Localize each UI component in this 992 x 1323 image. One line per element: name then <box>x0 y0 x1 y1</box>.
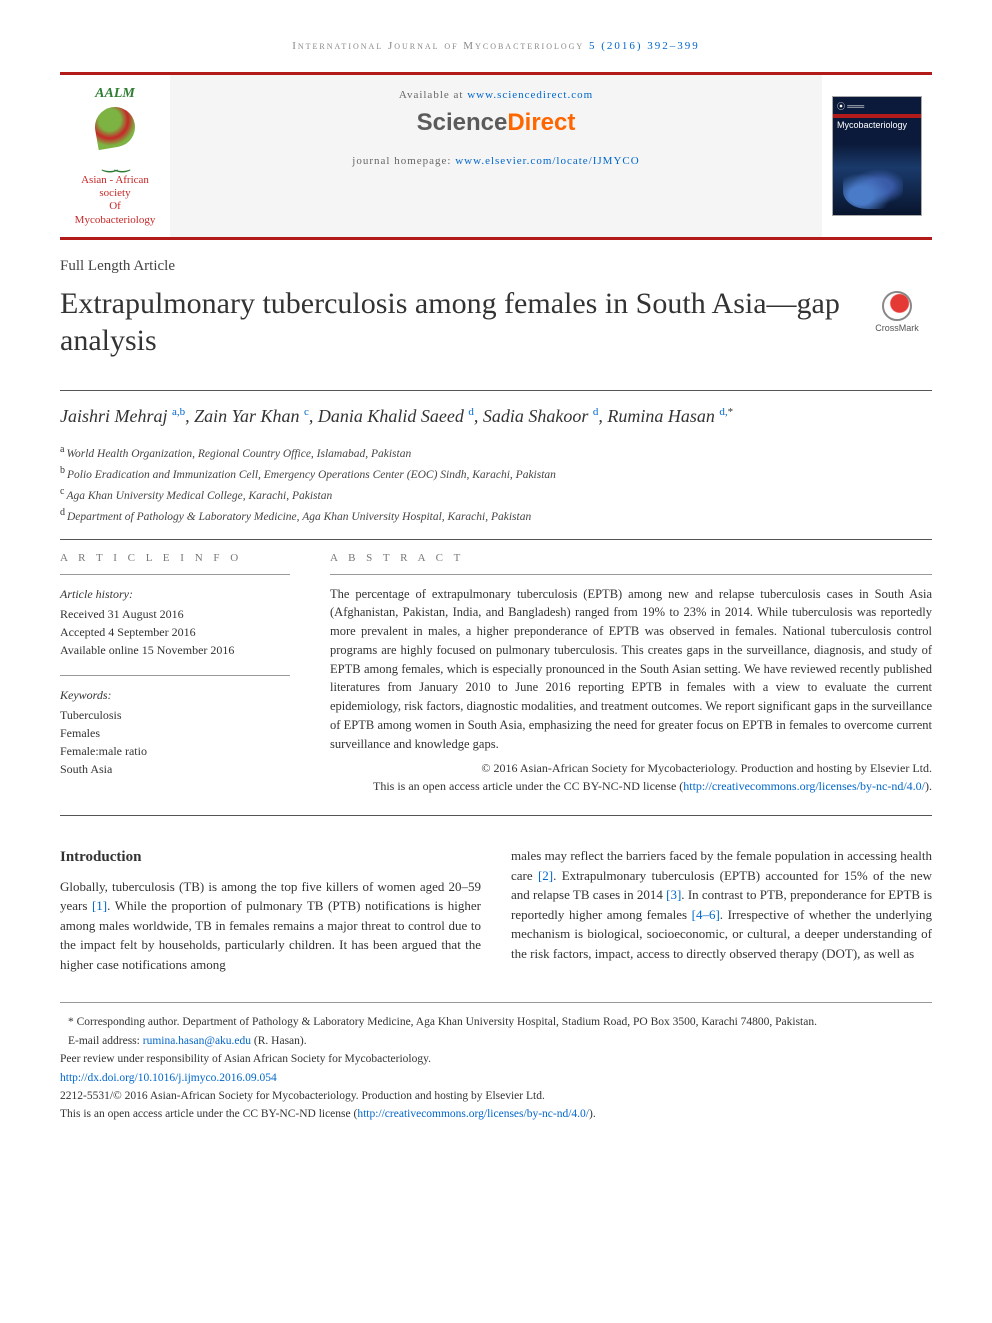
body-col-left: Introduction Globally, tuberculosis (TB)… <box>60 846 481 974</box>
society-name-1: Asian - African society <box>68 174 162 200</box>
available-at: Available at www.sciencedirect.com <box>180 89 812 101</box>
accepted-date: Accepted 4 September 2016 <box>60 623 290 641</box>
license-suffix: ). <box>925 779 932 793</box>
footer-license-link[interactable]: http://creativecommons.org/licenses/by-n… <box>357 1108 589 1120</box>
journal-name: International Journal of Mycobacteriolog… <box>292 40 584 52</box>
article-page: International Journal of Mycobacteriolog… <box>0 0 992 1164</box>
ref-link-1[interactable]: [1] <box>92 898 107 913</box>
license-link[interactable]: http://creativecommons.org/licenses/by-n… <box>683 779 925 793</box>
masthead-right: ⦿ ═══ Mycobacteriology <box>822 75 932 237</box>
crossmark-icon <box>882 291 912 321</box>
society-logo-block: AALM ‿‿ Asian - African society Of Mycob… <box>60 75 170 237</box>
received-date: Received 31 August 2016 <box>60 605 290 623</box>
affiliation: aWorld Health Organization, Regional Cou… <box>60 442 932 463</box>
footnotes: * Corresponding author. Department of Pa… <box>60 1002 932 1123</box>
cover-art-icon <box>843 164 903 209</box>
society-logo: AALM ‿‿ <box>80 85 150 170</box>
info-rule <box>60 574 290 575</box>
history-heading: Article history: <box>60 585 290 603</box>
masthead-center: Available at www.sciencedirect.com Scien… <box>170 75 822 237</box>
email-link[interactable]: rumina.hasan@aku.edu <box>143 1035 251 1047</box>
ref-link-3[interactable]: [3] <box>666 887 681 902</box>
article-history: Article history: Received 31 August 2016… <box>60 585 290 659</box>
copyright-line: © 2016 Asian-African Society for Mycobac… <box>481 761 932 775</box>
author: Zain Yar Khan c <box>194 406 309 426</box>
doi-link[interactable]: http://dx.doi.org/10.1016/j.ijmyco.2016.… <box>60 1072 277 1084</box>
citation-range: 5 (2016) 392–399 <box>584 40 700 52</box>
keyword: Females <box>60 724 290 742</box>
peer-review-note: Peer review under responsibility of Asia… <box>60 1053 431 1065</box>
email-line: E-mail address: rumina.hasan@aku.edu (R.… <box>60 1032 932 1050</box>
arc-icon: ‿‿ <box>80 151 150 174</box>
author: Sadia Shakoor d <box>483 406 599 426</box>
cover-title: Mycobacteriology <box>837 120 917 130</box>
keywords-list: TuberculosisFemalesFemale:male ratioSout… <box>60 706 290 778</box>
author-list: Jaishri Mehraj a,b, Zain Yar Khan c, Dan… <box>60 403 932 430</box>
body-para-1: Globally, tuberculosis (TB) is among the… <box>60 877 481 975</box>
rule-below-abstract <box>60 815 932 816</box>
sciencedirect-link[interactable]: www.sciencedirect.com <box>467 89 593 101</box>
running-header: International Journal of Mycobacteriolog… <box>60 40 932 52</box>
abstract-copyright: © 2016 Asian-African Society for Mycobac… <box>330 759 932 795</box>
journal-homepage-link[interactable]: www.elsevier.com/locate/IJMYCO <box>455 155 639 167</box>
introduction-heading: Introduction <box>60 846 481 869</box>
author: Rumina Hasan d,* <box>607 406 733 426</box>
keywords-heading: Keywords: <box>60 686 290 704</box>
masthead: AALM ‿‿ Asian - African society Of Mycob… <box>60 72 932 240</box>
crossmark-label: CrossMark <box>875 323 919 333</box>
cover-bar-icon <box>833 114 921 118</box>
issn-copyright: 2212-5531/© 2016 Asian-African Society f… <box>60 1090 545 1102</box>
article-title: Extrapulmonary tuberculosis among female… <box>60 285 842 360</box>
ref-link-4-6[interactable]: [4–6] <box>692 907 720 922</box>
journal-cover-thumb: ⦿ ═══ Mycobacteriology <box>832 96 922 216</box>
affiliation-list: aWorld Health Organization, Regional Cou… <box>60 442 932 527</box>
body-col-right: males may reflect the barriers faced by … <box>511 846 932 974</box>
society-name-2: Of Mycobacteriology <box>68 200 162 226</box>
society-abbrev: AALM <box>80 85 150 103</box>
footer-license-suffix: ). <box>589 1108 596 1120</box>
corresponding-author: * Corresponding author. Department of Pa… <box>60 1013 932 1031</box>
online-date: Available online 15 November 2016 <box>60 641 290 659</box>
journal-homepage: journal homepage: www.elsevier.com/locat… <box>180 155 812 167</box>
abstract-label: A B S T R A C T <box>330 552 932 564</box>
keyword: South Asia <box>60 760 290 778</box>
affiliation: cAga Khan University Medical College, Ka… <box>60 484 932 505</box>
info-rule-2 <box>60 675 290 676</box>
keyword: Tuberculosis <box>60 706 290 724</box>
keywords-block: Keywords: TuberculosisFemalesFemale:male… <box>60 686 290 778</box>
affiliation: bPolio Eradication and Immunization Cell… <box>60 463 932 484</box>
body-columns: Introduction Globally, tuberculosis (TB)… <box>60 846 932 974</box>
abstract-column: A B S T R A C T The percentage of extrap… <box>330 552 932 796</box>
article-type: Full Length Article <box>60 258 932 275</box>
abstract-rule <box>330 574 932 575</box>
author: Jaishri Mehraj a,b <box>60 406 185 426</box>
ref-link-2[interactable]: [2] <box>538 868 553 883</box>
author: Dania Khalid Saeed d <box>318 406 474 426</box>
keyword: Female:male ratio <box>60 742 290 760</box>
crossmark-widget[interactable]: CrossMark <box>862 285 932 333</box>
body-para-2: males may reflect the barriers faced by … <box>511 846 932 963</box>
sciencedirect-logo: ScienceDirect <box>180 109 812 137</box>
license-prefix: This is an open access article under the… <box>373 779 683 793</box>
leaf-icon <box>92 104 138 150</box>
rule-above-authors <box>60 390 932 391</box>
article-info-column: A R T I C L E I N F O Article history: R… <box>60 552 290 796</box>
article-info-label: A R T I C L E I N F O <box>60 552 290 564</box>
abstract-text: The percentage of extrapulmonary tubercu… <box>330 585 932 754</box>
affiliation: dDepartment of Pathology & Laboratory Me… <box>60 505 932 526</box>
info-abstract-row: A R T I C L E I N F O Article history: R… <box>60 552 932 796</box>
rule-below-affiliations <box>60 539 932 540</box>
footer-license-prefix: This is an open access article under the… <box>60 1108 357 1120</box>
